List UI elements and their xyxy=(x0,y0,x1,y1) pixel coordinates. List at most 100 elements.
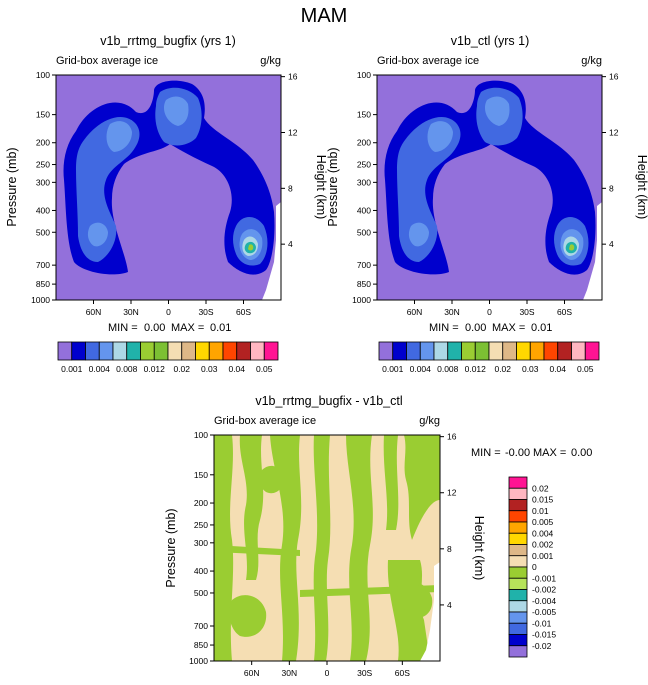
panel-1-y-tick-label: 1000 xyxy=(31,295,50,305)
colorbar-top: 0.001 0.004 0.008 0.012 0.02 0.03 0.04 0.05 0.00… xyxy=(57,341,600,374)
panel-1-x-tick-label: 30S xyxy=(198,307,213,317)
colorbar-right-swatch xyxy=(508,622,528,635)
panel-2-y-tick-label: 1000 xyxy=(352,295,371,305)
panel-2-y-tick-label: 850 xyxy=(357,279,371,289)
panel-3: v1b_rrtmg_bugfix - v1b_ctl Grid-box aver… xyxy=(164,394,592,678)
colorbar-right-swatch xyxy=(508,476,528,489)
colorbar-top-2-swatch xyxy=(447,341,462,361)
colorbar-right-swatch xyxy=(508,521,528,534)
panel-3-diff-region xyxy=(404,435,440,540)
panel-3-units: g/kg xyxy=(419,415,440,427)
panel-3-x-tick-label: 30N xyxy=(282,668,298,678)
panel-3-plot xyxy=(213,434,441,662)
colorbar-right-label: 0.02 xyxy=(532,483,549,493)
panel-3-y2-tick-label: 12 xyxy=(447,488,457,498)
panel-3-y-tick-label: 100 xyxy=(194,430,208,440)
colorbar-top-2-swatch xyxy=(474,341,490,361)
colorbar-top-2-swatch xyxy=(488,341,504,361)
panel-1-max-value: 0.01 xyxy=(210,322,231,334)
panel-3-diff-region xyxy=(229,595,267,637)
panel-2-plot xyxy=(376,74,603,301)
colorbar-top-label: 0.004 xyxy=(89,364,111,374)
panel-2-y-tick-label: 150 xyxy=(357,110,371,120)
panel-3-x-tick-label: 60S xyxy=(395,668,410,678)
colorbar-top-swatch xyxy=(71,341,86,361)
colorbar-top-swatch xyxy=(236,341,251,361)
colorbar-right-label: 0 xyxy=(532,562,537,572)
colorbar-right-swatch xyxy=(508,566,528,579)
panel-2-min-label: MIN = xyxy=(429,322,459,334)
colorbar-top-swatch xyxy=(140,341,155,361)
colorbar-top-label: 0.001 xyxy=(61,364,83,374)
panel-3-diff-region xyxy=(300,585,440,597)
colorbar-right-swatch xyxy=(508,577,528,590)
panel-3-ylabel: Pressure (mb) xyxy=(164,508,178,587)
panel-1-y-tick-label: 300 xyxy=(36,177,50,187)
colorbar-top-swatch xyxy=(250,341,265,361)
colorbar-top-swatch xyxy=(85,341,100,361)
colorbar-right-swatch xyxy=(508,634,528,647)
panel-3-subtitle: Grid-box average ice xyxy=(214,415,316,427)
colorbar-top-swatch xyxy=(263,341,279,361)
panel-1-y2-tick-label: 8 xyxy=(288,183,293,193)
panel-3-y-tick-label: 700 xyxy=(194,621,208,631)
colorbar-right-label: 0.015 xyxy=(532,495,554,505)
colorbar-right-label: 0.01 xyxy=(532,506,549,516)
panel-1-y-tick-label: 500 xyxy=(36,227,50,237)
panel-3-x-tick-label: 60N xyxy=(244,668,260,678)
colorbar-right-label: 0.001 xyxy=(532,551,554,561)
colorbar-top-swatch xyxy=(112,341,128,361)
colorbar-top-2-swatch xyxy=(378,341,394,361)
colorbar-top-2-swatch xyxy=(419,341,435,361)
colorbar-top-label: 0.012 xyxy=(144,364,166,374)
colorbar-right-label: -0.001 xyxy=(532,573,556,583)
panel-3-y2label: Height (km) xyxy=(472,516,486,581)
colorbar-top-label: 0.05 xyxy=(256,364,273,374)
panel-1-units: g/kg xyxy=(260,55,281,67)
panel-1-y2-tick-label: 4 xyxy=(288,239,293,249)
panel-3-min-label: MIN = xyxy=(471,447,501,459)
colorbar-right-label: 0.005 xyxy=(532,517,554,527)
panel-1-y2label: Height (km) xyxy=(314,155,328,220)
panel-2-y2-tick-label: 8 xyxy=(609,183,614,193)
panel-3-negative-diff-fills xyxy=(214,435,440,661)
panel-3-max-value: 0.00 xyxy=(571,447,592,459)
panel-1-missing-data xyxy=(262,202,281,300)
colorbar-top-2-swatch xyxy=(406,341,421,361)
colorbar-top-2-swatch xyxy=(571,341,586,361)
panel-3-y-tick-label: 850 xyxy=(194,640,208,650)
colorbar-right-label: 0.002 xyxy=(532,540,554,550)
colorbar-right-swatch xyxy=(508,544,528,557)
colorbar-right-label: -0.005 xyxy=(532,607,556,617)
colorbar-top-swatch xyxy=(195,341,210,361)
panel-1-ylabel: Pressure (mb) xyxy=(5,147,19,226)
panel-2-units: g/kg xyxy=(581,55,602,67)
panel-2-y-tick-label: 500 xyxy=(357,227,371,237)
panel-1-y-tick-label: 250 xyxy=(36,160,50,170)
colorbar-right-swatch xyxy=(508,645,528,658)
panel-3-y2-tick-label: 4 xyxy=(447,600,452,610)
colorbar-top-2-swatch xyxy=(461,341,476,361)
panel-2-y-tick-label: 200 xyxy=(357,138,371,148)
panel-1-x-tick-label: 0 xyxy=(166,307,171,317)
colorbar-top-swatch xyxy=(57,341,73,361)
colorbar-top-2-label: 0.04 xyxy=(549,364,566,374)
colorbar-top-label: 0.02 xyxy=(173,364,190,374)
colorbar-top-2-label: 0.001 xyxy=(382,364,404,374)
colorbar-top-2-swatch xyxy=(392,341,407,361)
panel-1-y-tick-label: 150 xyxy=(36,110,50,120)
panel-1-min-value: 0.00 xyxy=(144,322,165,334)
panel-1-y-tick-label: 850 xyxy=(36,279,50,289)
panel-3-y-tick-label: 300 xyxy=(194,538,208,548)
panel-2-x-tick-label: 60N xyxy=(407,307,423,317)
colorbar-top-2-swatch xyxy=(557,341,572,361)
panel-2-min-value: 0.00 xyxy=(465,322,486,334)
panel-1-y2-tick-label: 16 xyxy=(288,72,298,82)
panel-2-subtitle: Grid-box average ice xyxy=(377,55,479,67)
panel-2-y2label: Height (km) xyxy=(635,155,648,220)
colorbar-top-2-label: 0.004 xyxy=(410,364,432,374)
panel-3-title: v1b_rrtmg_bugfix - v1b_ctl xyxy=(255,394,402,408)
panel-3-x-tick-label: 0 xyxy=(325,668,330,678)
panel-3-diff-region xyxy=(383,435,399,530)
colorbar-top-2-label: 0.05 xyxy=(577,364,594,374)
